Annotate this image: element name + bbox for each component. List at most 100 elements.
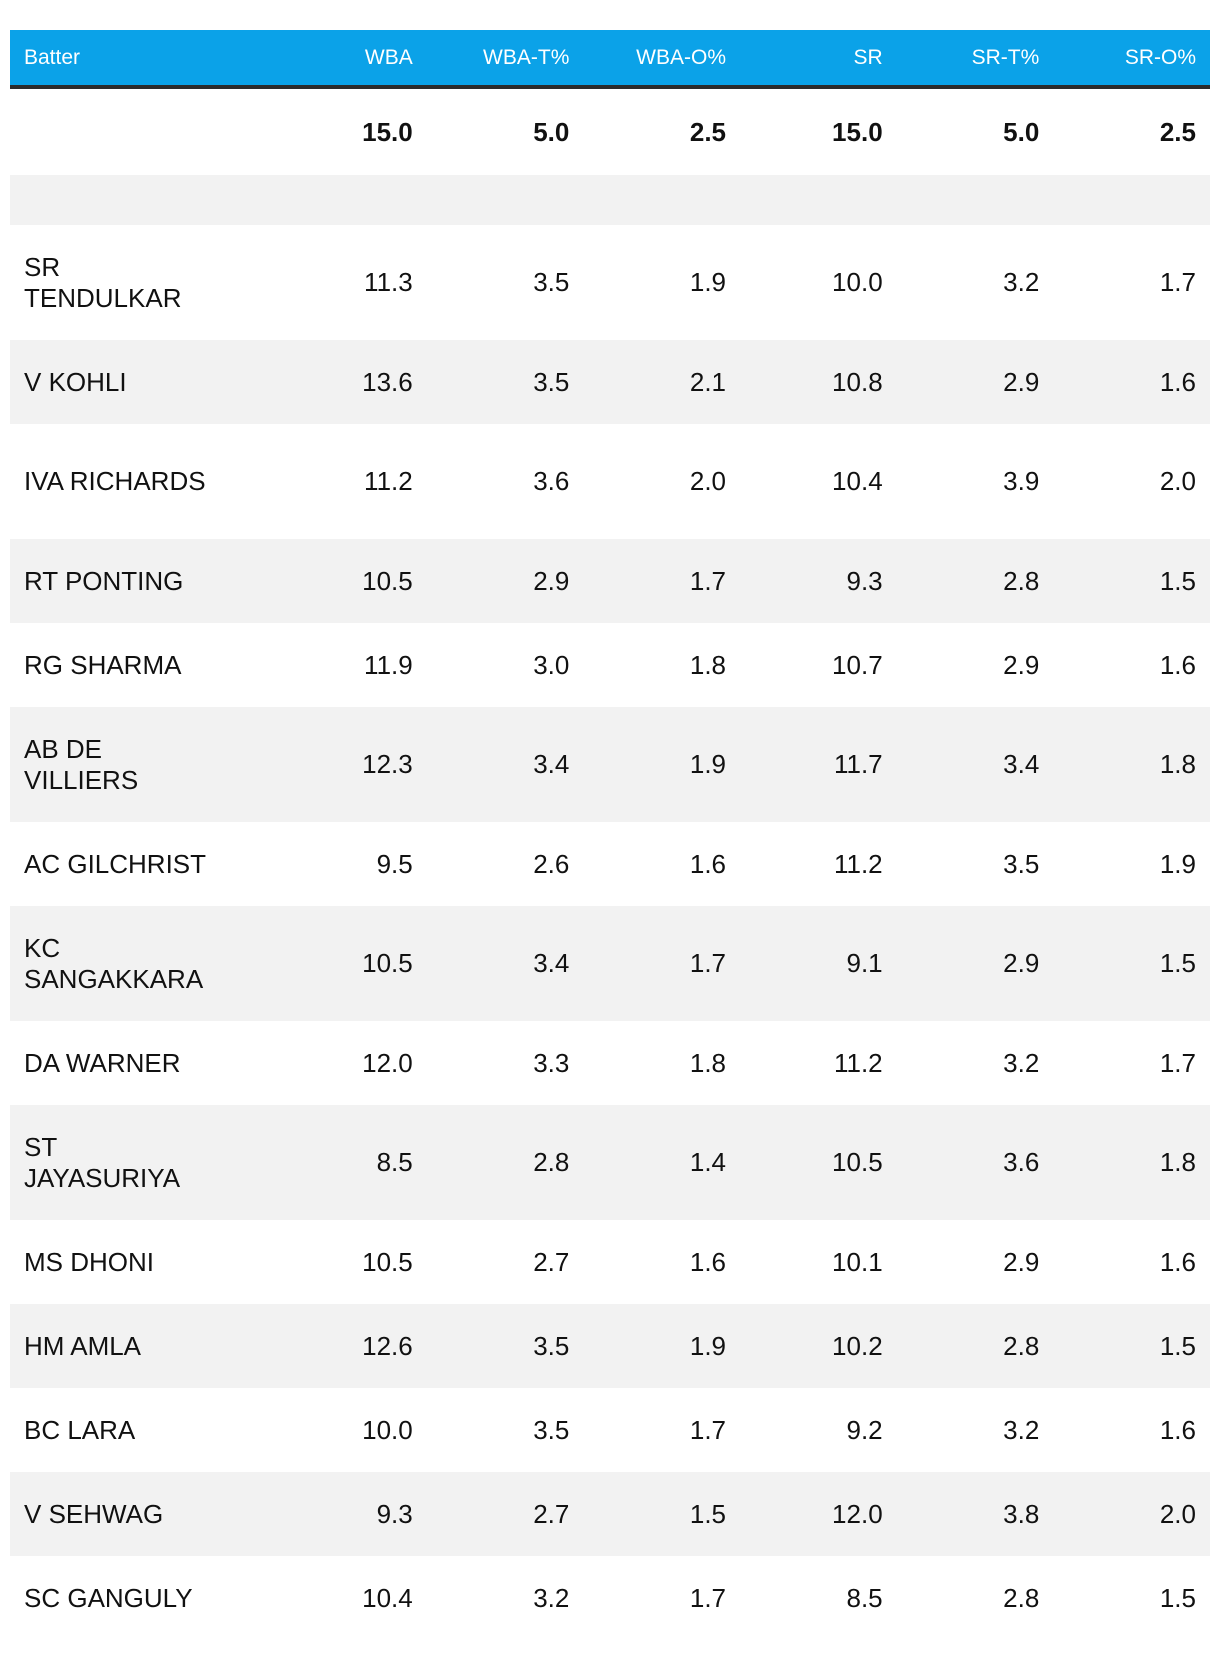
stat-cell: 10.2 bbox=[832, 1330, 883, 1361]
stat-cell: 1.9 bbox=[689, 749, 727, 779]
stat-cell: 1.7 bbox=[689, 1414, 727, 1445]
stat-cell: 1.9 bbox=[1159, 848, 1196, 879]
table-row: AC GILCHRIST 9.5 2.6 1.6 11.2 3.5 1.9 bbox=[10, 822, 1210, 906]
column-header-sr-t[interactable]: SR-T% bbox=[896, 30, 1054, 89]
stat-cell: 2.6 bbox=[533, 848, 570, 879]
column-header-batter[interactable]: Batter bbox=[10, 30, 271, 89]
weight-cell: 2.5 bbox=[1159, 116, 1196, 147]
stat-cell: 1.7 bbox=[689, 948, 727, 978]
weight-cell: 15.0 bbox=[832, 116, 883, 147]
stat-cell: 11.7 bbox=[833, 749, 883, 779]
table-row: SC GANGULY 10.4 3.2 1.7 8.5 2.8 1.5 bbox=[10, 1556, 1210, 1640]
table-body: SR TENDULKAR 11.3 3.5 1.9 10.0 3.2 1.7 V KOHLI 1… bbox=[10, 225, 1210, 1640]
weight-cell: 2.5 bbox=[689, 116, 727, 147]
table-row: V KOHLI 13.6 3.5 2.1 10.8 2.9 1.6 bbox=[10, 340, 1210, 424]
column-header-wba[interactable]: WBA bbox=[270, 30, 427, 89]
stat-cell: 3.2 bbox=[533, 1582, 570, 1613]
stat-cell: 9.2 bbox=[846, 1414, 883, 1445]
stat-cell: 2.0 bbox=[1159, 1498, 1196, 1529]
stat-cell: 1.8 bbox=[689, 649, 727, 680]
stat-cell: 1.6 bbox=[1159, 649, 1196, 680]
stat-cell: 1.5 bbox=[1159, 1582, 1196, 1613]
table-row: RG SHARMA 11.9 3.0 1.8 10.7 2.9 1.6 bbox=[10, 623, 1210, 707]
stat-cell: 10.0 bbox=[362, 1414, 413, 1445]
stat-cell: 3.4 bbox=[533, 749, 570, 779]
stat-cell: 1.6 bbox=[689, 848, 727, 879]
stat-cell: 10.5 bbox=[362, 565, 413, 596]
stat-cell: 1.7 bbox=[1159, 267, 1196, 297]
spacer-row bbox=[10, 175, 1210, 225]
table-row: IVA RICHARDS 11.2 3.6 2.0 10.4 3.9 2.0 bbox=[10, 424, 1210, 539]
stat-cell: 13.6 bbox=[362, 366, 413, 397]
stat-cell: 8.5 bbox=[846, 1582, 883, 1613]
stat-cell: 1.7 bbox=[689, 1582, 727, 1613]
stat-cell: 11.3 bbox=[364, 267, 413, 297]
stat-cell: 3.5 bbox=[1003, 848, 1040, 879]
column-header-sr[interactable]: SR bbox=[740, 30, 897, 89]
stat-cell: 3.5 bbox=[533, 1330, 570, 1361]
stat-cell: 3.6 bbox=[533, 466, 570, 496]
column-header-sr-o[interactable]: SR-O% bbox=[1053, 30, 1210, 89]
stat-cell: 2.0 bbox=[1159, 466, 1196, 496]
batter-name-cell: DA WARNER bbox=[24, 1047, 181, 1078]
weight-cell: 5.0 bbox=[533, 116, 570, 147]
stats-table-container: Batter WBA WBA-T% WBA-O% SR SR-T% SR-O% … bbox=[10, 30, 1210, 1640]
stat-cell: 1.8 bbox=[689, 1047, 727, 1078]
stat-cell: 11.2 bbox=[364, 466, 413, 496]
batter-name-cell: KC SANGAKKARA bbox=[24, 932, 204, 994]
stat-cell: 1.5 bbox=[1159, 565, 1196, 596]
stat-cell: 9.3 bbox=[846, 565, 883, 596]
weights-row: 15.0 5.0 2.5 15.0 5.0 2.5 bbox=[10, 87, 1210, 175]
table-row: SR TENDULKAR 11.3 3.5 1.9 10.0 3.2 1.7 bbox=[10, 225, 1210, 340]
stat-cell: 3.3 bbox=[533, 1047, 570, 1078]
stat-cell: 1.6 bbox=[1159, 1414, 1196, 1445]
batter-name-cell: V SEHWAG bbox=[24, 1498, 164, 1529]
stat-cell: 9.3 bbox=[376, 1498, 413, 1529]
batter-name-cell: IVA RICHARDS bbox=[24, 466, 206, 496]
batter-name-cell: V KOHLI bbox=[24, 366, 127, 397]
stat-cell: 10.4 bbox=[832, 466, 883, 496]
stat-cell: 1.5 bbox=[1159, 948, 1196, 978]
table-row: ST JAYASURIYA 8.5 2.8 1.4 10.5 3.6 1.8 bbox=[10, 1105, 1210, 1220]
stat-cell: 1.7 bbox=[689, 565, 727, 596]
stat-cell: 9.5 bbox=[376, 848, 413, 879]
stat-cell: 2.7 bbox=[533, 1498, 570, 1529]
stat-cell: 3.6 bbox=[1003, 1147, 1040, 1177]
table-row: KC SANGAKKARA 10.5 3.4 1.7 9.1 2.9 1.5 bbox=[10, 906, 1210, 1021]
stat-cell: 2.8 bbox=[1003, 1330, 1040, 1361]
stat-cell: 3.9 bbox=[1003, 466, 1040, 496]
stat-cell: 8.5 bbox=[376, 1147, 413, 1177]
stat-cell: 2.8 bbox=[533, 1147, 570, 1177]
stat-cell: 1.8 bbox=[1159, 749, 1196, 779]
stat-cell: 3.2 bbox=[1003, 1414, 1040, 1445]
stat-cell: 2.9 bbox=[533, 565, 570, 596]
stat-cell: 1.4 bbox=[689, 1147, 727, 1177]
stat-cell: 3.2 bbox=[1003, 267, 1040, 297]
stat-cell: 2.9 bbox=[1003, 948, 1040, 978]
column-header-wba-o[interactable]: WBA-O% bbox=[583, 30, 741, 89]
stat-cell: 12.0 bbox=[362, 1047, 413, 1078]
stat-cell: 10.5 bbox=[832, 1147, 883, 1177]
stat-cell: 1.6 bbox=[1159, 366, 1196, 397]
stat-cell: 10.5 bbox=[362, 948, 413, 978]
stat-cell: 12.3 bbox=[362, 749, 413, 779]
stat-cell: 2.8 bbox=[1003, 565, 1040, 596]
stat-cell: 3.2 bbox=[1003, 1047, 1040, 1078]
batter-name-cell: BC LARA bbox=[24, 1414, 136, 1445]
batter-name-cell: MS DHONI bbox=[24, 1246, 154, 1277]
stat-cell: 12.0 bbox=[832, 1498, 883, 1529]
stat-cell: 1.9 bbox=[689, 1330, 727, 1361]
stat-cell: 10.7 bbox=[832, 649, 883, 680]
batter-name-cell: RT PONTING bbox=[24, 565, 184, 596]
stat-cell: 2.9 bbox=[1003, 1246, 1040, 1277]
stat-cell: 1.6 bbox=[689, 1246, 727, 1277]
batter-name-cell: HM AMLA bbox=[24, 1330, 142, 1361]
table-header-row: Batter WBA WBA-T% WBA-O% SR SR-T% SR-O% bbox=[10, 30, 1210, 89]
stat-cell: 1.8 bbox=[1159, 1147, 1196, 1177]
table-row: DA WARNER 12.0 3.3 1.8 11.2 3.2 1.7 bbox=[10, 1021, 1210, 1105]
spacer-cell bbox=[10, 175, 1210, 225]
batter-stats-table: Batter WBA WBA-T% WBA-O% SR SR-T% SR-O% … bbox=[10, 30, 1210, 1640]
column-header-wba-t[interactable]: WBA-T% bbox=[426, 30, 584, 89]
stat-cell: 11.2 bbox=[833, 848, 883, 879]
stat-cell: 3.0 bbox=[533, 649, 570, 680]
